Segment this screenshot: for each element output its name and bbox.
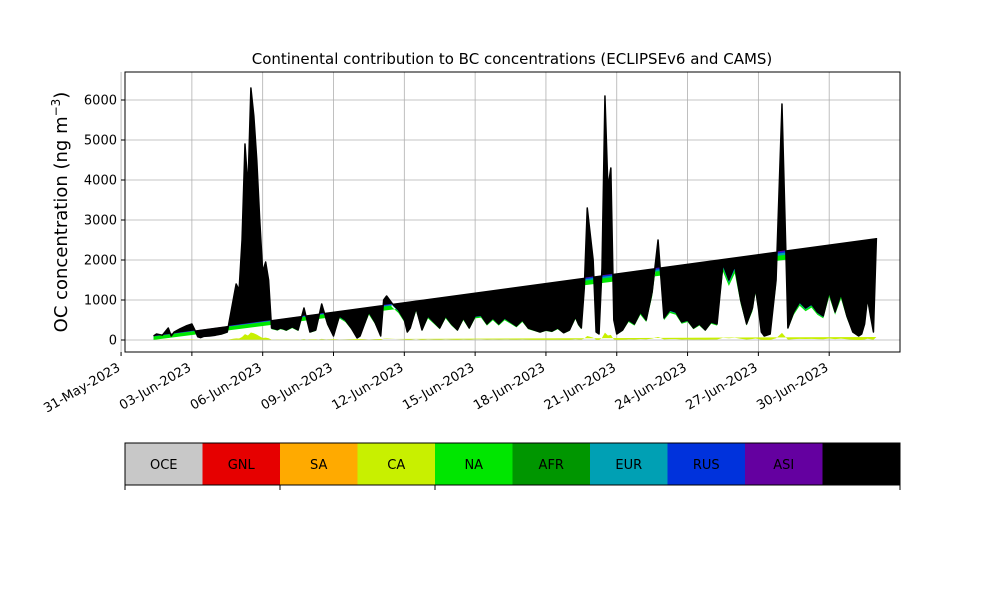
colorbar-label-rus: RUS [693,458,720,473]
total-line [153,87,878,339]
x-tick-label: 27-Jun-2023 [684,360,761,413]
y-tick-label: 5000 [84,134,117,149]
colorbar-swatch-rus [667,443,746,485]
colorbar-swatch-asi [745,443,823,485]
colorbar-legend: OCE GNL SA CA NA AFR EUR RUS ASI AUS [124,442,901,490]
colorbar-label-ca: CA [387,458,405,473]
colorbar-swatch-afr [512,443,591,485]
x-tick-label: 31-May-2023 [41,360,123,416]
x-tick-label: 18-Jun-2023 [471,360,548,413]
x-tick-label: 12-Jun-2023 [329,360,406,413]
y-axis-label: OC concentration (ng m−3) [49,92,72,333]
total-concentration-line [153,87,878,339]
y-tick-label: 2000 [84,254,117,269]
colorbar-label-asi: ASI [773,458,794,473]
colorbar-label-oce: OCE [150,458,178,473]
colorbar-swatch-oce [125,443,203,485]
stacked-areas [153,88,877,340]
x-tick-label: 09-Jun-2023 [259,360,336,413]
colorbar-swatch-sa [280,443,358,485]
area-ca [153,332,877,340]
colorbar-swatch-gnl [202,443,281,485]
y-axis-ticks: 0 1000 2000 3000 4000 5000 6000 [84,94,125,349]
x-tick-label: 30-Jun-2023 [754,360,831,413]
colorbar-label-na: NA [464,458,483,473]
y-axis-label-exponent: −3 [49,99,63,117]
y-tick-label: 4000 [84,174,117,189]
x-tick-label: 06-Jun-2023 [188,360,265,413]
x-tick-label: 24-Jun-2023 [613,360,690,413]
y-tick-label: 1000 [84,294,117,309]
colorbar-swatch-eur [590,443,668,485]
colorbar-label-afr: AFR [539,458,564,473]
y-tick-label: 3000 [84,214,117,229]
colorbar-label-sa: SA [310,458,327,473]
plot-frame [124,71,901,353]
colorbar-frame [124,442,901,486]
y-tick-label: 0 [109,334,117,349]
colorbar-swatch-aus [822,443,901,485]
x-tick-label: 03-Jun-2023 [117,360,194,413]
y-tick-label: 6000 [84,94,117,109]
y-axis-label-close: ) [51,92,72,99]
x-axis-ticks: 31-May-202303-Jun-202306-Jun-202309-Jun-… [41,352,831,416]
chart-title: Continental contribution to BC concentra… [252,50,773,68]
area-aus [153,88,877,338]
colorbar-label-gnl: GNL [228,458,256,473]
x-tick-label: 21-Jun-2023 [542,360,619,413]
colorbar-swatch-na [435,443,513,485]
colorbar-label-eur: EUR [615,458,642,473]
plot-area: 0 1000 2000 3000 4000 5000 6000 31-May-202303-… [41,71,901,416]
y-axis-label-main: OC concentration (ng m [51,116,72,332]
colorbar-swatch-ca [357,443,436,485]
x-tick-label: 15-Jun-2023 [400,360,477,413]
colorbar-label-aus: AUS [848,458,875,473]
